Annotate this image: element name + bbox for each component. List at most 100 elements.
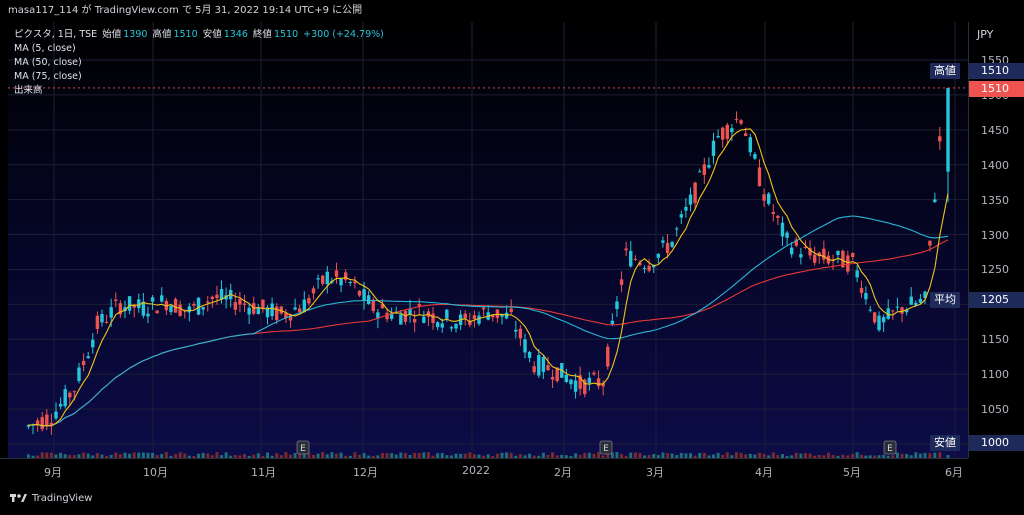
volume-bar [891,455,895,458]
legend-ma75[interactable]: MA (75, close) [14,71,82,82]
volume-bar [822,455,826,458]
volume-bar [59,452,63,458]
candle-body [472,315,477,320]
volume-bar [509,452,513,458]
candle-body [454,324,458,329]
high-price-tag [969,63,1024,79]
volume-bar [505,452,509,458]
volume-bar [514,455,518,458]
candle-body [918,298,923,303]
candle-body [652,265,656,268]
volume-bar [330,452,334,458]
price-axis[interactable]: JPY 155015001450140013501300125012001150… [968,22,1024,458]
volume-bar [679,452,683,458]
candle-body [173,298,178,313]
candle-body [601,383,605,387]
candle-body [265,307,270,318]
publisher-bar: masa117_114 が TradingView.com で 5月 31, 2… [0,0,1024,22]
volume-bar [275,453,279,458]
price-tick-label: 1350 [981,193,1009,207]
volume-bar [799,453,803,458]
volume-bar [730,455,734,458]
earnings-marker [599,440,613,455]
tradingview-logo[interactable]: TradingView [10,492,92,504]
candle-body [762,194,766,201]
volume-bar [95,452,99,458]
candle-body [49,422,54,426]
volume-bar [638,452,642,458]
volume-bar [785,455,789,458]
volume-bar [243,453,247,458]
candle-body [803,247,808,249]
candle-body [376,312,380,319]
volume-bar [270,455,274,458]
candle-body [743,133,748,137]
candle-body [606,346,610,367]
volume-bar [445,455,449,458]
volume-bar [744,454,748,458]
candle-body [716,136,720,138]
volume-bar [895,452,899,458]
volume-bar [652,453,656,458]
legend-ma50[interactable]: MA (50, close) [14,57,82,68]
candle-body [187,306,192,313]
volume-bar [229,455,233,458]
candle-body [569,379,573,385]
candle-body [679,214,684,218]
candle-body [904,309,909,313]
volume-bar [762,453,766,458]
candle-body [160,295,164,302]
candle-body [481,307,486,310]
time-tick-label: 9月 [44,466,62,479]
candle-body [624,248,628,251]
candle-body [661,240,665,243]
candle-body [541,357,546,372]
price-tick-label: 1300 [981,228,1009,242]
volume-bar [298,452,302,458]
candle-body [100,314,104,323]
volume-bar [238,455,242,458]
candle-body [725,124,730,139]
volume-bar [629,452,633,458]
symbol-label[interactable]: ピクスタ, 1日, TSE [14,29,98,40]
time-tick-label: 2月 [554,466,572,479]
volume-bar [68,455,72,458]
legend-ma5[interactable]: MA (5, close) [14,43,76,54]
volume-bar [334,453,338,458]
candle-body [104,321,109,323]
volume-bar [482,455,486,458]
candle-body [192,304,196,306]
volume-bar [725,452,729,458]
volume-bar [633,452,637,458]
volume-bar [716,452,720,458]
candle-body [357,290,362,296]
candle-body [872,312,877,323]
volume-bar [938,452,942,458]
candle-body [247,307,251,315]
candle-body [812,254,817,263]
candle-body [81,360,86,366]
volume-bar [826,452,830,458]
volume-bar [63,454,67,458]
candle-body [938,136,942,142]
volume-bar [45,452,49,458]
price-tick-label: 1100 [981,368,1009,382]
volume-bar [610,452,614,458]
close-label: 終値 [252,29,272,40]
candle-body [45,414,49,426]
candle-body [440,323,444,328]
time-axis[interactable]: 9月 10月 11月 12月 2022 2月 3月 4月 5月 6月 [0,458,968,484]
volume-bar [128,453,132,458]
volume-bar [284,452,288,458]
volume-bar [846,455,850,458]
candle-body [656,253,661,258]
legend-volume[interactable]: 出来高 [14,85,43,96]
candle-body [895,306,900,308]
volume-bar [918,453,922,458]
price-tick-label: 1150 [981,333,1009,347]
volume-bar [537,455,541,458]
candle-body [721,127,725,140]
